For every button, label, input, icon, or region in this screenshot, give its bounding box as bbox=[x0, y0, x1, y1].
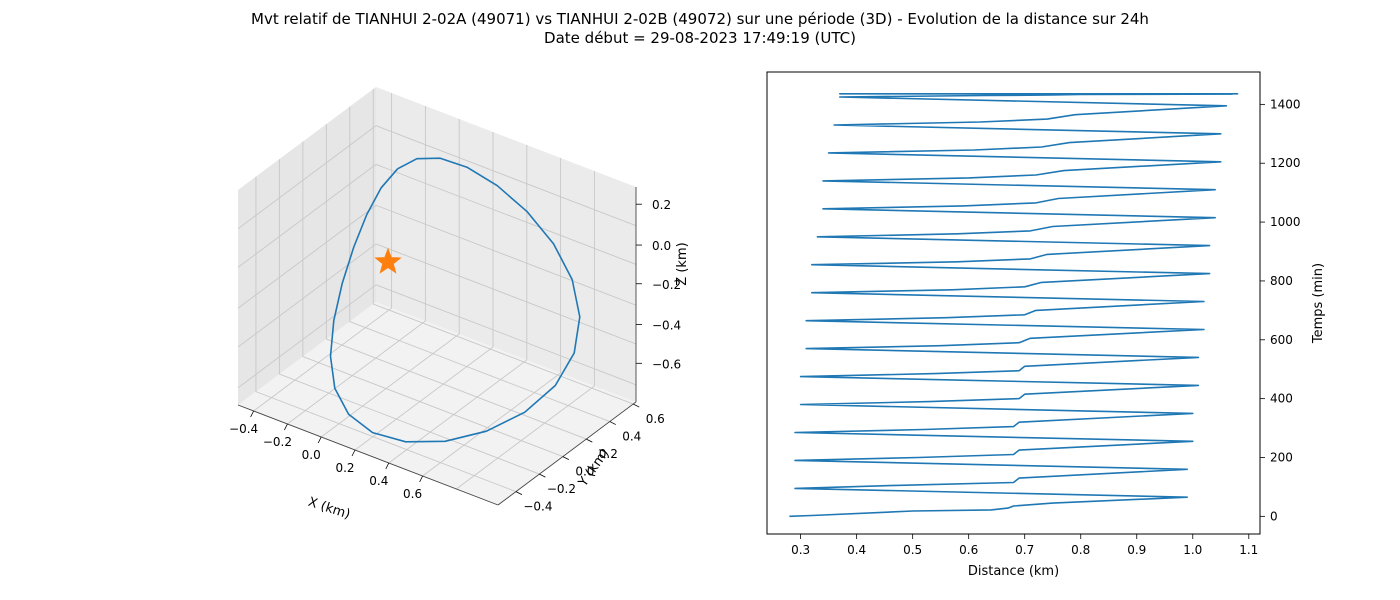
grid-line bbox=[255, 391, 517, 493]
x-tick-label: −0.2 bbox=[263, 435, 292, 449]
plot-distance-time: 0.3 0.4 0.5 0.6 0.7 0.8 0.9 1.0 1.1 0 200 400 600 800… bbox=[766, 71, 1326, 579]
y-axis-line bbox=[497, 401, 637, 506]
x-tick bbox=[317, 436, 322, 444]
z-tick-label: −0.2 bbox=[652, 278, 681, 292]
plot-3d: −0.4 −0.2 0.0 0.2 0.4 0.6 −0.4 −0.2 0.0 0.2 0.4 0.6… bbox=[229, 87, 690, 523]
grid-line bbox=[375, 163, 637, 265]
plot-frame bbox=[766, 71, 1261, 535]
y-axis-label: Temps (min) bbox=[1311, 263, 1326, 344]
x-tick-label: 0.6 bbox=[959, 543, 978, 557]
grid-line bbox=[302, 356, 564, 458]
y-tick-label: 1400 bbox=[1270, 97, 1301, 111]
x-tick-label: 0.3 bbox=[791, 543, 810, 557]
x-tick-label: −0.4 bbox=[229, 422, 258, 436]
grid-line bbox=[349, 321, 610, 422]
y-tick bbox=[586, 438, 593, 443]
grid-line bbox=[375, 284, 637, 386]
y-tick-label: 400 bbox=[1270, 392, 1293, 406]
y-tick bbox=[515, 491, 523, 495]
grid-line bbox=[375, 204, 637, 306]
orbit-line bbox=[329, 157, 581, 443]
x-tick-label: 0.7 bbox=[1015, 543, 1034, 557]
x-axis-line bbox=[237, 404, 499, 506]
grid-line bbox=[373, 303, 634, 405]
pane-floor bbox=[238, 302, 636, 505]
z-tick-label: 0.0 bbox=[652, 239, 671, 253]
grid-line bbox=[237, 284, 377, 389]
grid-line bbox=[375, 125, 637, 227]
grid-line bbox=[375, 243, 637, 345]
x-tick-label: 0.9 bbox=[1127, 543, 1146, 557]
grid-line bbox=[422, 372, 561, 477]
x-tick-label: 0.4 bbox=[847, 543, 866, 557]
y-tick bbox=[539, 473, 546, 478]
grid-line bbox=[388, 359, 528, 464]
chart-title-line2: Date début = 29-08-2023 17:49:19 (UTC) bbox=[544, 29, 856, 47]
y-tick-label: 800 bbox=[1270, 274, 1293, 288]
x-tick-label: 0.8 bbox=[1071, 543, 1090, 557]
y-tick-label: −0.4 bbox=[523, 500, 552, 514]
x-tick bbox=[351, 449, 356, 457]
y-tick-label: 0 bbox=[1270, 509, 1278, 523]
y-tick bbox=[562, 456, 570, 460]
pane-back-wall bbox=[376, 87, 636, 402]
grid-line bbox=[237, 204, 377, 309]
grid-line bbox=[237, 125, 377, 230]
z-axis-label: Z (km) bbox=[675, 242, 690, 285]
grid-line bbox=[237, 164, 377, 268]
x-tick-label: 0.0 bbox=[302, 448, 321, 462]
y-tick bbox=[609, 421, 616, 425]
x-axis-label: Distance (km) bbox=[968, 564, 1059, 579]
x-tick-label: 0.2 bbox=[335, 461, 354, 475]
x-tick bbox=[385, 462, 390, 470]
x-tick-label: 1.0 bbox=[1183, 543, 1202, 557]
y-tick-label: 200 bbox=[1270, 450, 1293, 464]
z-tick-label: 0.2 bbox=[652, 198, 671, 212]
grid-line bbox=[287, 320, 426, 425]
y-tick-label: 0.0 bbox=[575, 465, 594, 479]
grid-line bbox=[253, 307, 392, 412]
grid-line bbox=[279, 373, 540, 475]
z-tick-label: −0.6 bbox=[652, 357, 681, 371]
y-tick-label: 1200 bbox=[1270, 156, 1301, 170]
x-tick-label: 0.6 bbox=[403, 487, 422, 501]
y-tick-label: 0.4 bbox=[622, 430, 641, 444]
grid-line bbox=[456, 385, 595, 490]
y-tick-label: 0.2 bbox=[599, 447, 618, 461]
chart-title-line1: Mvt relatif de TIANHUI 2-02A (49071) vs … bbox=[251, 10, 1149, 28]
grid-line bbox=[320, 333, 460, 438]
y-tick-label: 600 bbox=[1270, 333, 1293, 347]
grid-line bbox=[354, 346, 494, 451]
x-tick bbox=[419, 475, 423, 483]
x-tick bbox=[284, 423, 288, 431]
x-axis-label: X (km) bbox=[306, 495, 352, 523]
y-tick-label: 1000 bbox=[1270, 215, 1301, 229]
x-tick-label: 1.1 bbox=[1239, 543, 1258, 557]
y-tick bbox=[633, 403, 640, 408]
x-tick-label: 0.5 bbox=[903, 543, 922, 557]
grid-line bbox=[326, 338, 587, 440]
pane-left-wall bbox=[238, 87, 376, 405]
distance-line bbox=[789, 93, 1239, 518]
x-tick bbox=[250, 410, 254, 418]
origin-star-marker bbox=[374, 247, 402, 274]
x-tick-label: 0.4 bbox=[369, 474, 388, 488]
y-tick-label: 0.6 bbox=[646, 412, 665, 426]
z-tick-label: −0.4 bbox=[652, 319, 681, 333]
grid-line bbox=[237, 243, 377, 348]
y-tick-label: −0.2 bbox=[547, 482, 576, 496]
